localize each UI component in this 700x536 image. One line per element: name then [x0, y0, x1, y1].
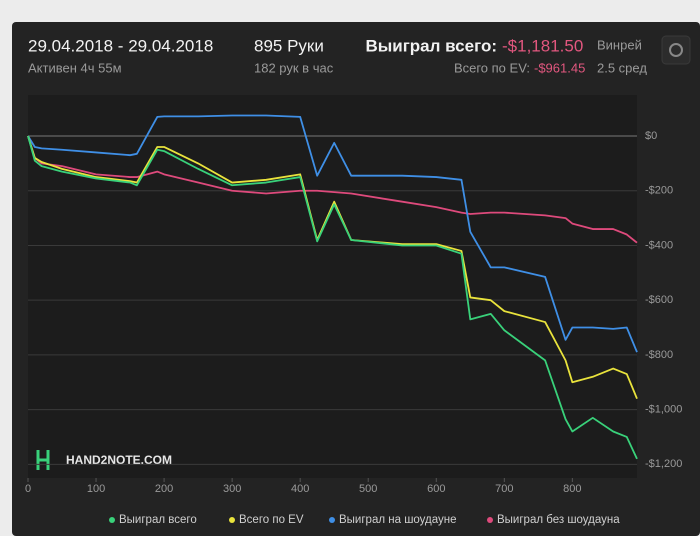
series-line	[27, 135, 638, 460]
won-value: -$1,181.50	[502, 36, 583, 55]
settings-icon	[669, 43, 683, 57]
date-range: 29.04.2018 - 29.04.2018	[28, 36, 213, 55]
legend-marker	[109, 517, 115, 523]
legend-label: Выиграл без шоудауна	[497, 514, 620, 526]
y-tick-label: -$1,000	[645, 404, 682, 416]
x-tick-label: 800	[563, 483, 581, 495]
series-line	[27, 135, 638, 400]
legend-label: Выиграл на шоудауне	[339, 514, 457, 526]
ev-label: Всего по EV:	[454, 60, 530, 75]
x-tick-label: 700	[495, 483, 513, 495]
settings-button[interactable]	[661, 35, 691, 65]
ev-value: -$961.45	[534, 60, 585, 75]
won-label: Выиграл всего:	[365, 36, 497, 55]
y-tick-label: $0	[645, 130, 657, 142]
legend-label: Всего по EV	[239, 514, 304, 526]
x-tick-label: 0	[25, 483, 31, 495]
y-tick-label: -$800	[645, 349, 673, 361]
legend-marker	[329, 517, 335, 523]
y-tick-label: -$400	[645, 239, 673, 251]
winrate-label: Винрей	[597, 37, 642, 52]
x-tick-label: 200	[155, 483, 173, 495]
x-tick-label: 500	[359, 483, 377, 495]
logo-icon	[36, 450, 50, 470]
hands: 895 Руки	[254, 36, 324, 55]
legend-label: Выиграл всего	[119, 514, 197, 526]
y-tick-label: -$600	[645, 294, 673, 306]
x-tick-label: 600	[427, 483, 445, 495]
logo-text: HAND2NOTE.COM	[66, 453, 172, 467]
logo: HAND2NOTE.COM	[36, 450, 172, 470]
x-tick-label: 400	[291, 483, 309, 495]
plot-area	[28, 95, 637, 478]
series-line	[27, 114, 638, 353]
y-tick-label: -$1,200	[645, 458, 682, 470]
legend-marker	[487, 517, 493, 523]
x-tick-label: 100	[87, 483, 105, 495]
legend-marker	[229, 517, 235, 523]
active-time: Активен 4ч 55м	[28, 60, 122, 75]
winrate-value: 2.5 сред	[597, 60, 647, 75]
hands-per-hour: 182 рук в час	[254, 60, 334, 75]
y-tick-label: -$200	[645, 185, 673, 197]
x-tick-label: 300	[223, 483, 241, 495]
series-line	[27, 135, 638, 244]
